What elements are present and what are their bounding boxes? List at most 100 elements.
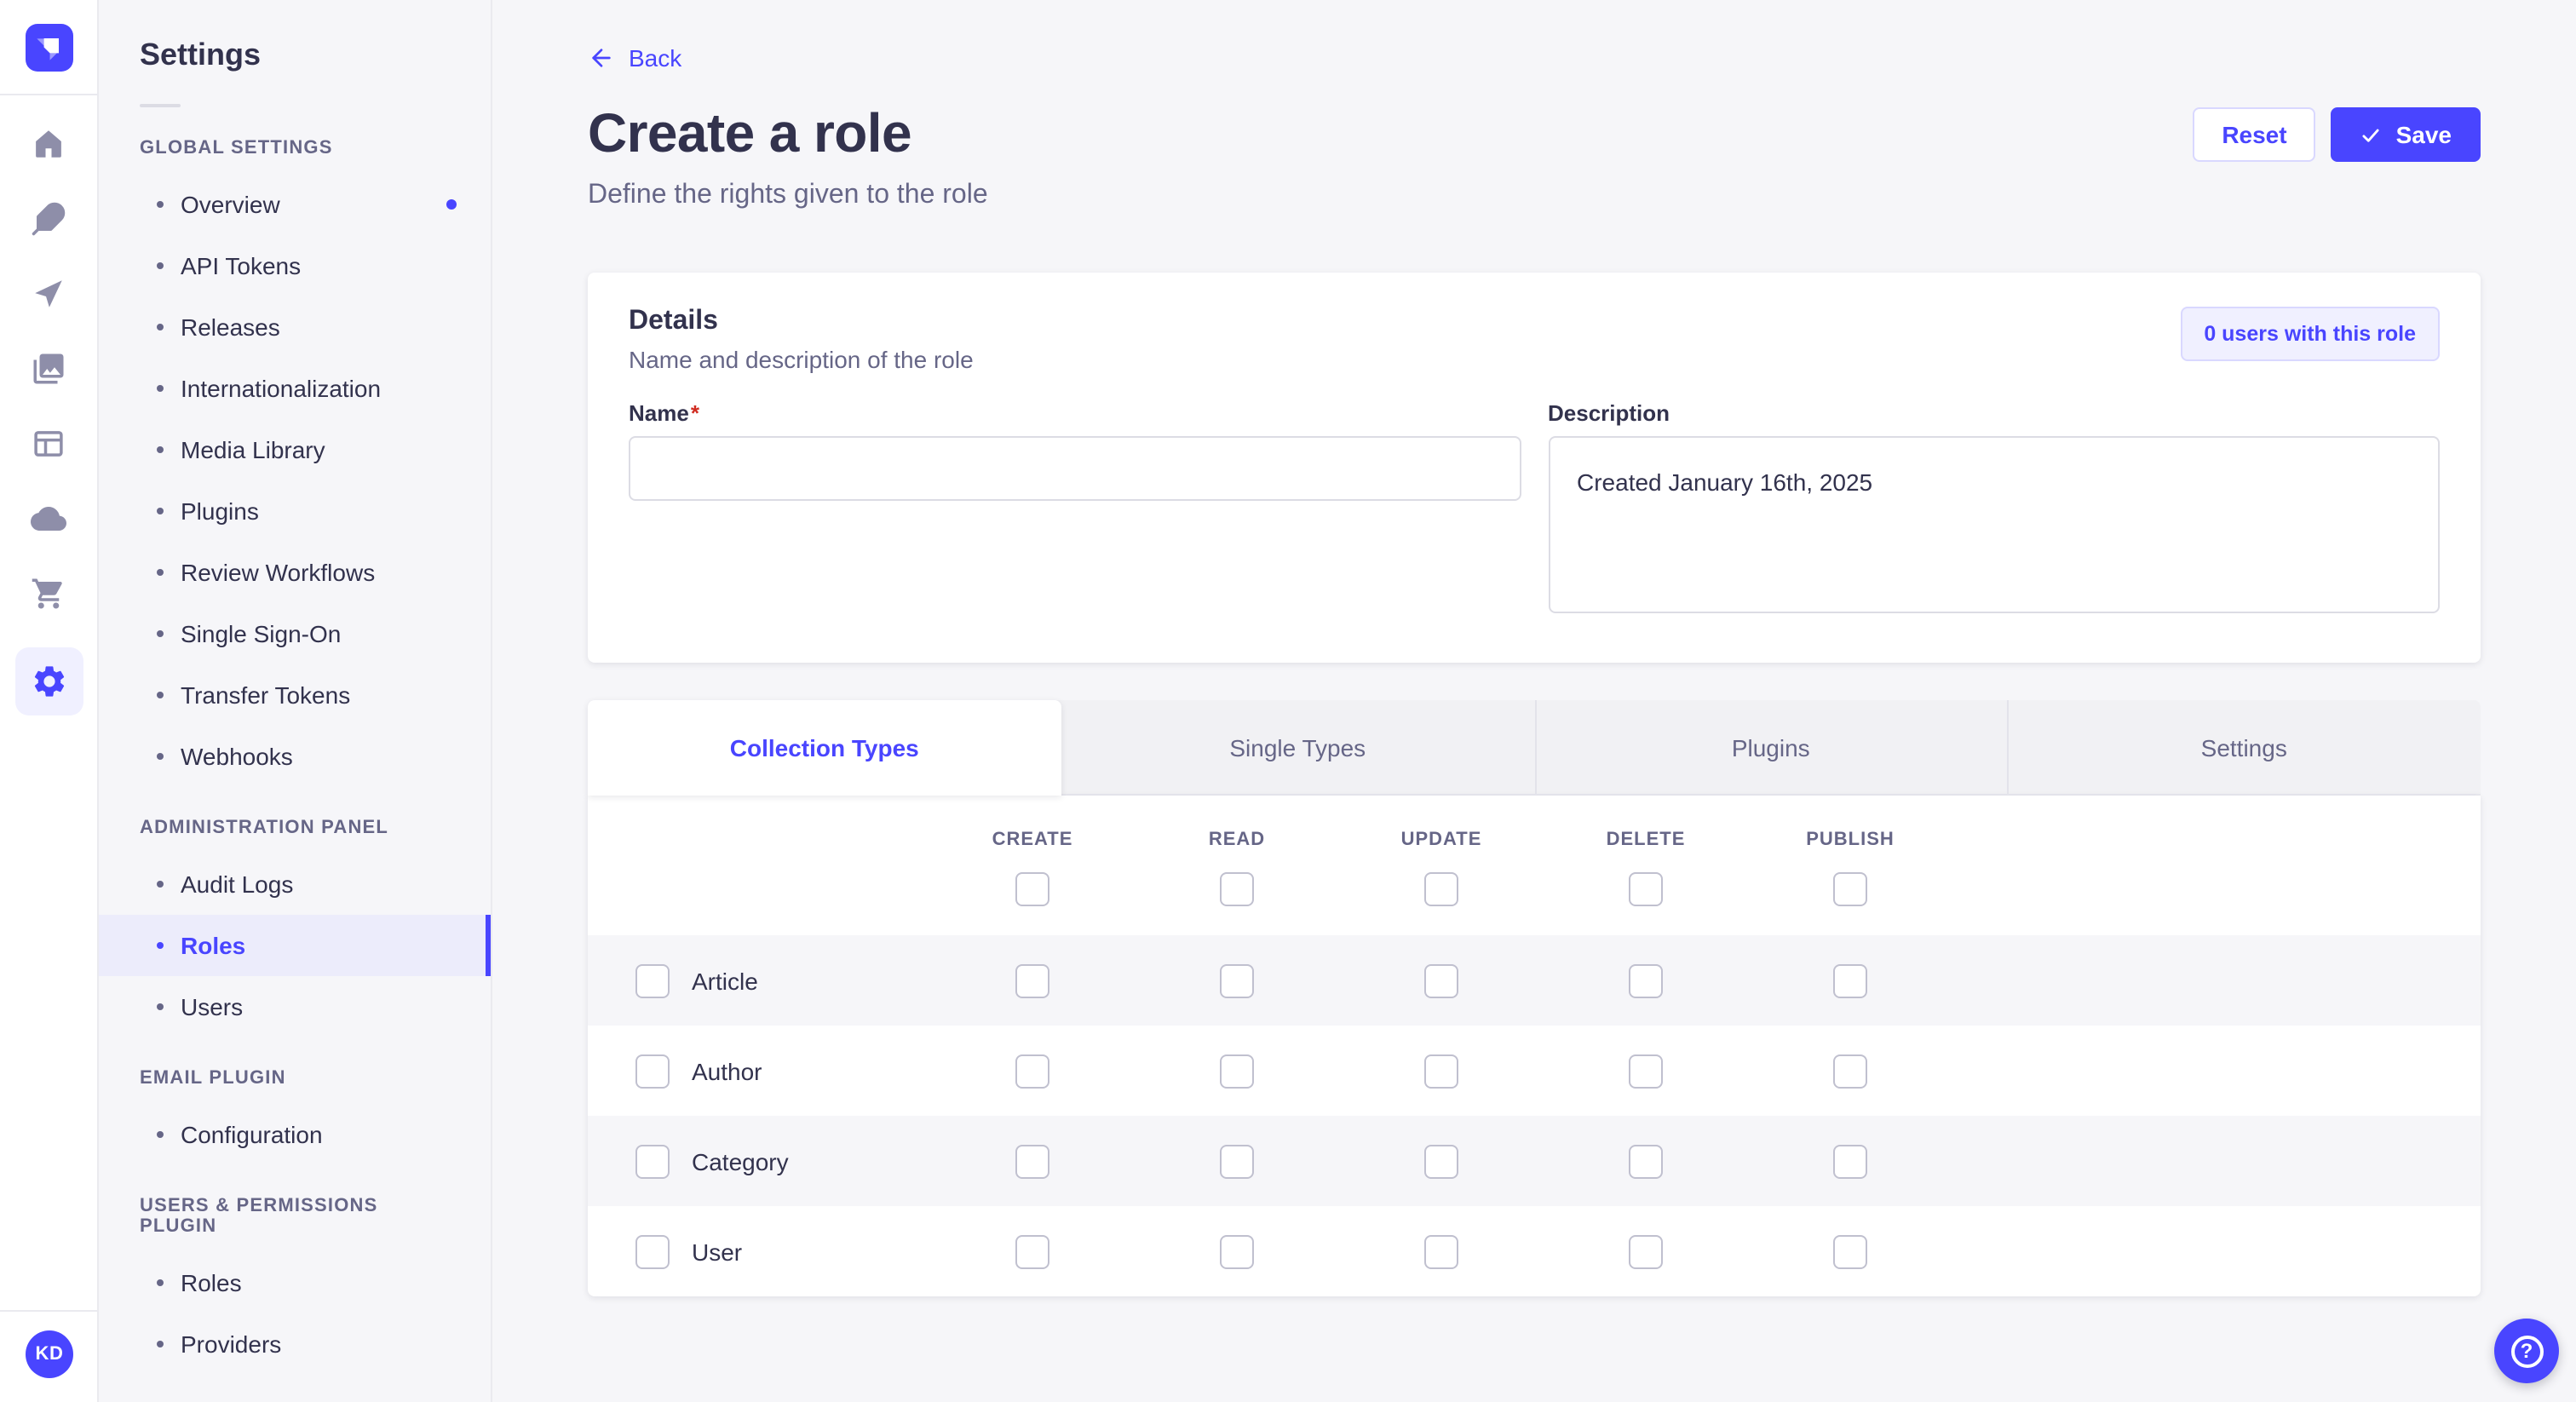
checkbox-category-publish[interactable]: [1833, 1144, 1867, 1178]
back-arrow-icon: [592, 49, 611, 67]
rail-settings-button[interactable]: [14, 647, 83, 715]
sidebar-item-transfer-tokens[interactable]: Transfer Tokens: [99, 664, 491, 726]
sidebar-item-internationalization[interactable]: Internationalization: [99, 358, 491, 419]
checkbox-category-delete[interactable]: [1629, 1144, 1663, 1178]
name-field-group: Name *: [629, 400, 1521, 622]
sidebar-item-overview[interactable]: Overview: [99, 174, 491, 235]
bullet-icon: [157, 385, 164, 392]
sidebar-title: Settings: [140, 37, 262, 72]
bullet-icon: [157, 881, 164, 888]
checkbox-user-publish[interactable]: [1833, 1234, 1867, 1268]
sidebar-item-api-tokens[interactable]: API Tokens: [99, 235, 491, 296]
save-button[interactable]: Save: [2331, 107, 2481, 162]
tab-settings[interactable]: Settings: [2007, 700, 2481, 794]
required-asterisk: *: [690, 400, 699, 426]
permissions-tabs: Collection Types Single Types Plugins Se…: [588, 700, 2481, 796]
checkbox-author-delete[interactable]: [1629, 1054, 1663, 1088]
sidebar-item-users[interactable]: Users: [99, 976, 491, 1037]
checkbox-category-create[interactable]: [1015, 1144, 1049, 1178]
rail-content-manager-button[interactable]: [28, 198, 69, 238]
help-button[interactable]: ?: [2494, 1319, 2559, 1383]
sidebar-item-audit-logs[interactable]: Audit Logs: [99, 853, 491, 915]
notification-dot: [446, 199, 457, 210]
checkbox-category-read[interactable]: [1220, 1144, 1254, 1178]
home-icon: [36, 129, 61, 157]
reset-button[interactable]: Reset: [2193, 107, 2316, 162]
rail-bottom-divider: [0, 1310, 99, 1312]
page-subtitle: Define the rights given to the role: [588, 181, 988, 210]
column-header-publish: PUBLISH: [1806, 830, 1895, 850]
cloud-icon: [31, 506, 66, 530]
users-with-role-button[interactable]: 0 users with this role: [2180, 307, 2440, 361]
checkbox-user-read[interactable]: [1220, 1234, 1254, 1268]
feather-icon: [32, 201, 66, 235]
checkbox-article-create[interactable]: [1015, 963, 1049, 997]
bullet-icon: [157, 630, 164, 637]
bullet-icon: [157, 262, 164, 269]
sidebar-item-configuration[interactable]: Configuration: [99, 1104, 491, 1165]
bullet-icon: [157, 446, 164, 453]
bullet-icon: [157, 201, 164, 208]
strapi-logo[interactable]: [25, 24, 72, 72]
checkbox-author-publish[interactable]: [1833, 1054, 1867, 1088]
sidebar-item-roles-admin[interactable]: Roles: [99, 915, 491, 976]
tab-plugins[interactable]: Plugins: [1534, 700, 2008, 794]
sidebar-item-review-workflows[interactable]: Review Workflows: [99, 542, 491, 603]
checkbox-user-update[interactable]: [1424, 1234, 1458, 1268]
checkbox-author-read[interactable]: [1220, 1054, 1254, 1088]
name-input[interactable]: [629, 436, 1521, 501]
rail-marketplace-button[interactable]: [28, 572, 69, 613]
paper-plane-icon: [35, 279, 62, 307]
checkbox-row-category[interactable]: [635, 1144, 670, 1178]
checkbox-author-update[interactable]: [1424, 1054, 1458, 1088]
table-row-article: Article: [588, 935, 2481, 1026]
rail-home-button[interactable]: [28, 123, 69, 164]
description-field-group: Description Created January 16th, 2025: [1548, 400, 2440, 622]
back-link[interactable]: Back: [588, 44, 681, 72]
checkbox-user-delete[interactable]: [1629, 1234, 1663, 1268]
rail-deploy-button[interactable]: [28, 273, 69, 313]
checkbox-article-update[interactable]: [1424, 963, 1458, 997]
description-textarea[interactable]: Created January 16th, 2025: [1548, 436, 2440, 613]
tab-divider: [1534, 700, 1536, 794]
details-title: Details: [629, 307, 718, 336]
sidebar-item-releases[interactable]: Releases: [99, 296, 491, 358]
tab-collection-types[interactable]: Collection Types: [588, 700, 1061, 796]
bullet-icon: [157, 692, 164, 698]
rail-layout-button[interactable]: [28, 422, 69, 463]
checkbox-author-create[interactable]: [1015, 1054, 1049, 1088]
checkbox-selectall-read[interactable]: [1220, 872, 1254, 906]
checkbox-user-create[interactable]: [1015, 1234, 1049, 1268]
media-library-icon: [33, 353, 64, 383]
sidebar-item-single-sign-on[interactable]: Single Sign-On: [99, 603, 491, 664]
bullet-icon: [157, 508, 164, 514]
checkbox-row-author[interactable]: [635, 1054, 670, 1088]
rail-cloud-button[interactable]: [28, 497, 69, 538]
checkbox-article-read[interactable]: [1220, 963, 1254, 997]
tab-single-types[interactable]: Single Types: [1229, 733, 1366, 761]
checkbox-selectall-update[interactable]: [1424, 872, 1458, 906]
check-icon: [2363, 128, 2380, 141]
question-mark-icon: ?: [2510, 1335, 2543, 1367]
checkbox-selectall-delete[interactable]: [1629, 872, 1663, 906]
sidebar-item-webhooks[interactable]: Webhooks: [99, 726, 491, 787]
checkbox-row-user[interactable]: [635, 1234, 670, 1268]
rail-nav: [14, 95, 83, 715]
checkbox-selectall-publish[interactable]: [1833, 872, 1867, 906]
checkbox-row-article[interactable]: [635, 963, 670, 997]
rail-media-library-button[interactable]: [28, 348, 69, 388]
section-label-users-permissions-plugin: USERS & PERMISSIONS PLUGIN: [140, 1196, 378, 1237]
sidebar-item-roles-up[interactable]: Roles: [99, 1252, 491, 1313]
user-avatar[interactable]: KD: [26, 1330, 73, 1378]
bullet-icon: [157, 1003, 164, 1010]
checkbox-article-delete[interactable]: [1629, 963, 1663, 997]
checkbox-category-update[interactable]: [1424, 1144, 1458, 1178]
checkbox-selectall-create[interactable]: [1015, 872, 1049, 906]
page-title: Create a role: [588, 102, 912, 164]
main-content: Back Create a role Define the rights giv…: [492, 0, 2576, 1402]
checkbox-article-publish[interactable]: [1833, 963, 1867, 997]
sidebar-item-media-library[interactable]: Media Library: [99, 419, 491, 480]
sidebar-item-providers[interactable]: Providers: [99, 1313, 491, 1375]
sidebar-item-plugins[interactable]: Plugins: [99, 480, 491, 542]
